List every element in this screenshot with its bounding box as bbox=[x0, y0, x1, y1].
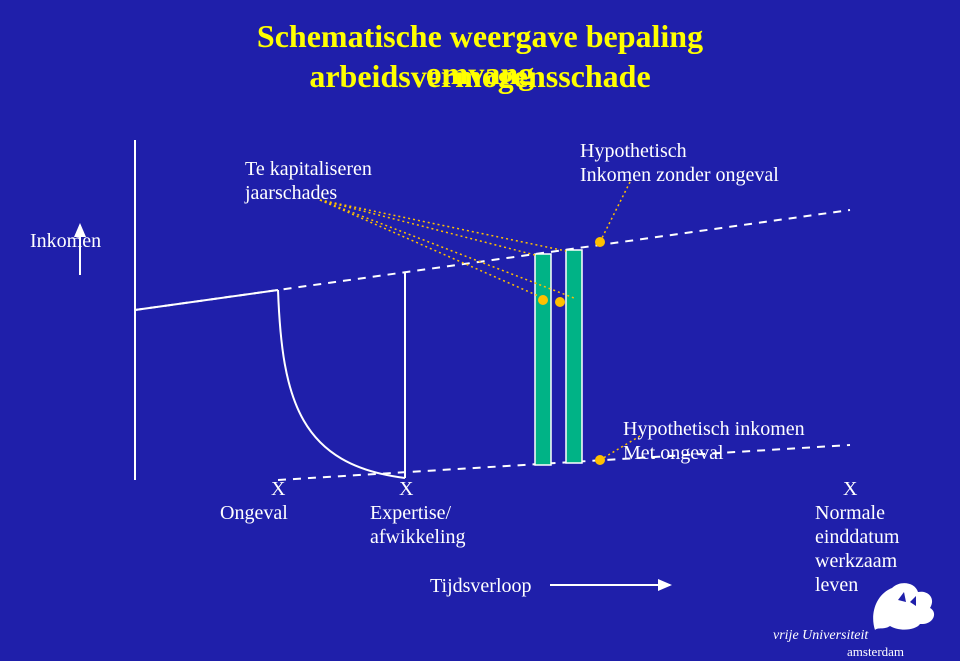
diagram-svg bbox=[0, 0, 960, 661]
slide: Schematische weergave bepaling omvang ar… bbox=[0, 0, 960, 661]
